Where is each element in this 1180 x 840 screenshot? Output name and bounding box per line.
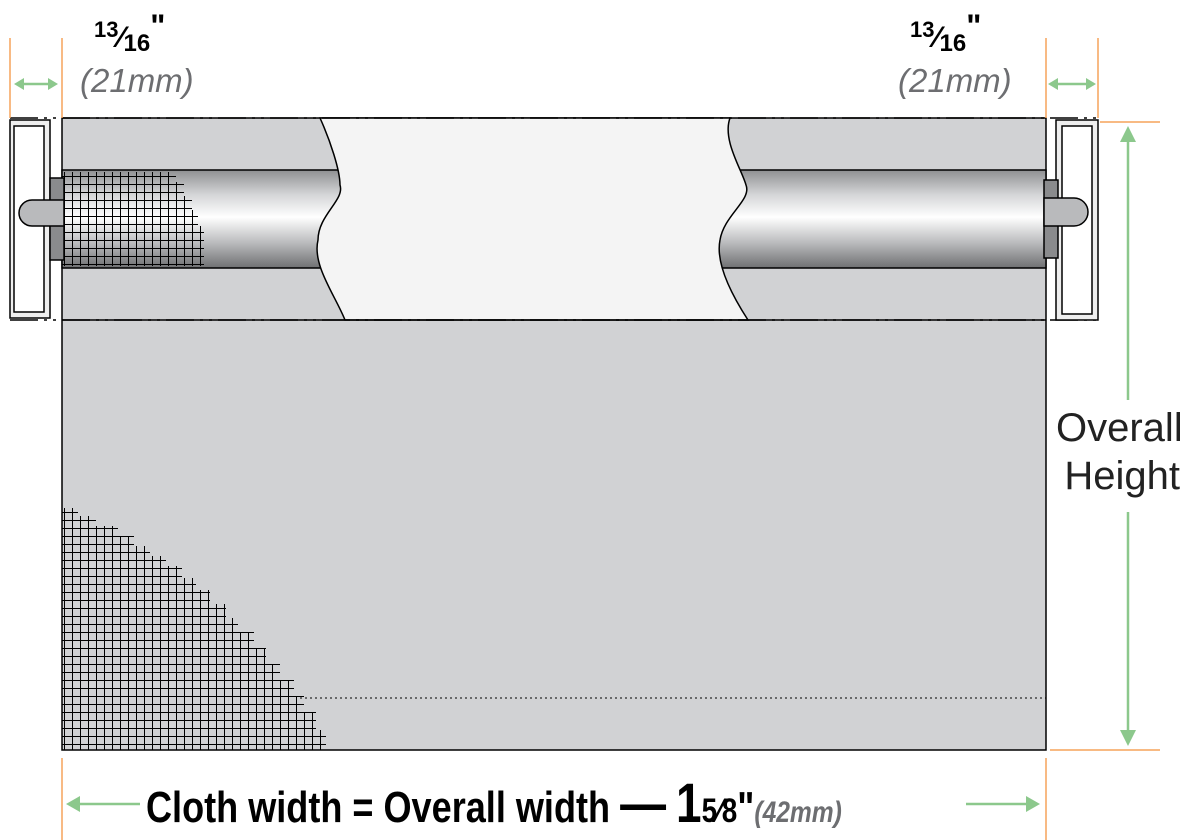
formula-text: Cloth width = Overall width	[146, 783, 611, 832]
left-fraction-slash: ⁄	[118, 21, 124, 54]
formula-dash: —	[620, 771, 667, 834]
left-fraction-denominator: 16	[123, 30, 151, 57]
right-end-bracket	[1043, 119, 1099, 321]
overall-height-label: Overall Height	[1056, 404, 1180, 500]
formula-fraction: 5⁄8	[701, 792, 738, 830]
left-end-bracket	[9, 119, 65, 319]
left-fraction-numerator: 13	[94, 17, 119, 42]
formula-whole: 1	[676, 771, 702, 834]
left-allowance-metric: (21mm)	[80, 62, 194, 99]
right-inch-mark: "	[966, 8, 982, 44]
right-allowance-fraction: 13⁄16"	[910, 10, 981, 56]
right-fraction-slash: ⁄	[934, 21, 940, 54]
cloth-width-formula: Cloth width = Overall width — 15⁄8"(42mm…	[146, 770, 842, 835]
left-inch-mark: "	[150, 8, 166, 44]
overall-height-line2: Height	[1064, 454, 1180, 498]
left-allowance-fraction: 13⁄16"	[94, 10, 165, 56]
dimension-arrows	[14, 78, 1136, 812]
guide-lines	[9, 38, 1160, 840]
overall-height-line1: Overall	[1056, 406, 1180, 450]
right-allowance-metric: (21mm)	[898, 62, 1012, 99]
right-fraction-numerator: 13	[910, 17, 935, 42]
right-fraction-denominator: 16	[939, 30, 967, 57]
cloth-mesh-texture	[62, 508, 326, 750]
formula-inch-mark: "	[737, 783, 755, 832]
cutaway-section	[316, 117, 750, 321]
roller-mesh-texture	[62, 172, 204, 266]
formula-metric: (42mm)	[754, 796, 842, 829]
